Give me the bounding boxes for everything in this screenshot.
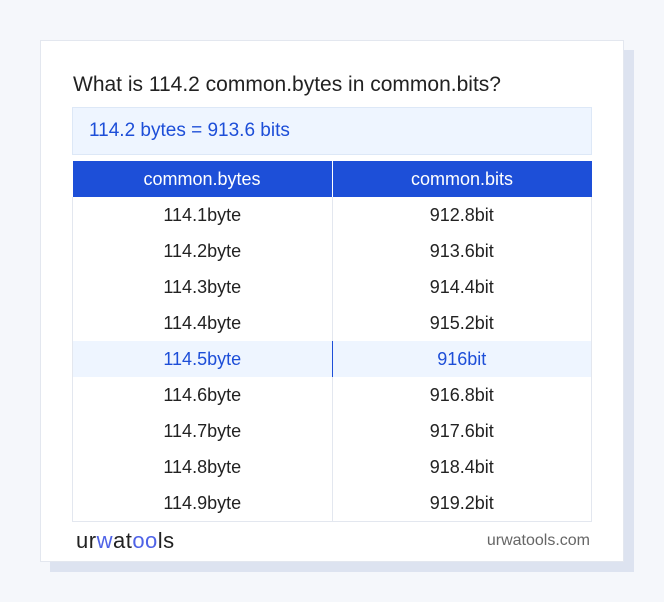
table-row: 114.8byte 918.4bit — [72, 449, 592, 485]
table-cell: 114.4byte — [72, 305, 333, 341]
table-cell: 919.2bit — [429, 493, 494, 513]
logo[interactable]: urwatools — [76, 528, 175, 553]
table-cell: 915.2bit — [429, 313, 494, 333]
table-cell: 114.7byte — [72, 413, 333, 449]
page-title: What is 114.2 common.bytes in common.bit… — [73, 73, 501, 96]
table-row: 114.6byte 916.8bit — [72, 377, 592, 413]
table-cell: 917.6bit — [429, 421, 494, 441]
table-cell: 114.3byte — [72, 269, 333, 305]
table-row: 114.7byte 917.6bit — [72, 413, 592, 449]
footer: urwatools urwatools.com — [72, 522, 592, 560]
table-cell: 914.4bit — [429, 277, 494, 297]
table-cell: 114.2byte — [72, 233, 333, 269]
result-box: 114.2 bytes = 913.6 bits — [72, 107, 592, 155]
site-link[interactable]: urwatools.com — [486, 532, 590, 549]
table-row: 114.1byte 912.8bit — [72, 197, 592, 233]
table-row: 114.3byte 914.4bit — [72, 269, 592, 305]
table-cell: 114.5byte — [72, 341, 333, 377]
table-cell: 114.6byte — [72, 377, 333, 413]
table-cell: 916.8bit — [429, 385, 494, 405]
column-header: common.bits — [332, 161, 592, 197]
column-header: common.bytes — [72, 161, 333, 197]
table-cell: 114.1byte — [72, 197, 333, 233]
table-row: 114.5byte 916bit — [72, 341, 592, 377]
table-row: 114.2byte 913.6bit — [72, 233, 592, 269]
table-body: 114.1byte 912.8bit 114.2byte 913.6bit 114.3b… — [72, 197, 592, 522]
table-cell: 918.4bit — [429, 457, 494, 477]
converter-card: What is 114.2 common.bytes in common.bit… — [40, 40, 624, 562]
table-row: 114.9byte 919.2bit — [72, 485, 592, 522]
table-cell: 912.8bit — [429, 205, 494, 225]
table-cell: 114.9byte — [72, 485, 333, 522]
table-cell: 114.8byte — [72, 449, 333, 485]
table-cell: 916bit — [332, 341, 592, 377]
table-cell: 913.6bit — [429, 241, 494, 261]
conversion-table: common.bytes common.bits 114.1byte 912.8b… — [72, 161, 592, 522]
table-row: 114.4byte 915.2bit — [72, 305, 592, 341]
